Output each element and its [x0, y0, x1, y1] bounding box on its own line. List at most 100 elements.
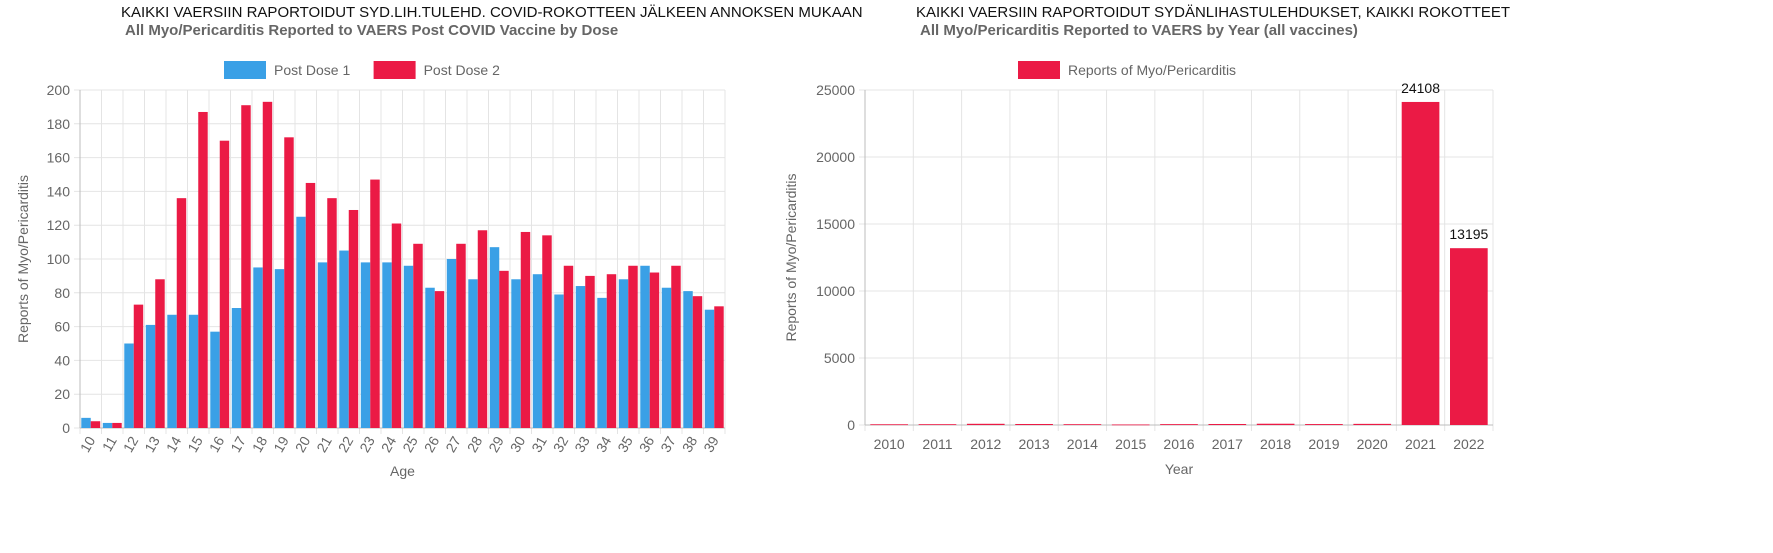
y-tick-label: 10000: [816, 283, 855, 299]
bar-post-dose-1: [618, 279, 629, 428]
legend-swatch: [373, 61, 416, 79]
bar-post-dose-2: [671, 265, 681, 428]
bar-post-dose-2: [649, 272, 660, 428]
x-tick-label: 37: [657, 433, 679, 455]
bar-post-dose-1: [210, 331, 220, 428]
x-tick-label: 22: [335, 433, 357, 455]
y-axis-title: Reports of Myo/Pericarditis: [783, 173, 799, 341]
y-tick-label: 140: [47, 183, 71, 199]
bar-post-dose-2: [176, 198, 187, 428]
bar-post-dose-2: [434, 291, 445, 428]
bar-post-dose-2: [284, 137, 294, 428]
bar-post-dose-2: [262, 101, 273, 428]
bar-post-dose-2: [499, 270, 509, 428]
bar-post-dose-1: [253, 267, 263, 428]
bar-reports-of-myo-pericarditis: [1015, 423, 1053, 425]
bar-post-dose-1: [661, 287, 672, 428]
bar-post-dose-1: [554, 294, 564, 428]
bar-post-dose-1: [597, 297, 607, 428]
x-tick-label: 2020: [1357, 436, 1388, 452]
x-tick-label: 31: [528, 433, 550, 455]
x-tick-label: 2011: [922, 436, 952, 452]
x-tick-label: 11: [99, 433, 120, 454]
x-tick-label: 29: [485, 433, 507, 455]
y-tick-label: 120: [47, 217, 71, 233]
bar-post-dose-1: [81, 417, 91, 428]
x-tick-label: 15: [184, 433, 206, 455]
x-tick-label: 2018: [1260, 436, 1291, 452]
y-tick-label: 15000: [816, 216, 855, 232]
bar-post-dose-1: [575, 286, 586, 428]
y-tick-label: 60: [54, 319, 70, 335]
x-tick-label: 25: [399, 433, 421, 455]
bar-post-dose-2: [370, 179, 380, 428]
x-tick-label: 35: [614, 433, 636, 455]
data-label: 24108: [1401, 80, 1440, 96]
x-tick-label: 14: [163, 433, 185, 455]
legend-swatch: [224, 61, 266, 79]
x-tick-label: 2022: [1453, 436, 1484, 452]
bar-post-dose-2: [477, 230, 488, 428]
x-tick-label: 2012: [970, 436, 1001, 452]
bar-reports-of-myo-pericarditis: [1401, 101, 1440, 426]
x-tick-label: 28: [464, 433, 486, 455]
x-tick-label: 12: [120, 433, 142, 455]
x-tick-label: 2019: [1308, 436, 1339, 452]
bar-reports-of-myo-pericarditis: [1063, 424, 1102, 425]
y-tick-label: 100: [47, 251, 71, 267]
bar-post-dose-1: [274, 269, 285, 428]
bar-reports-of-myo-pericarditis: [966, 423, 1005, 425]
legend-label: Post Dose 2: [424, 62, 500, 78]
y-tick-label: 0: [847, 417, 855, 433]
y-tick-label: 5000: [824, 350, 855, 366]
y-tick-label: 25000: [816, 82, 855, 98]
bar-reports-of-myo-pericarditis: [1160, 424, 1198, 425]
x-tick-label: 33: [571, 433, 593, 455]
bar-post-dose-2: [520, 231, 531, 428]
legend-label: Reports of Myo/Pericarditis: [1068, 62, 1236, 78]
bar-post-dose-2: [90, 421, 101, 428]
x-tick-label: 2013: [1018, 436, 1049, 452]
bar-reports-of-myo-pericarditis: [918, 424, 957, 425]
bar-reports-of-myo-pericarditis: [870, 424, 908, 426]
x-axis-title: Year: [1165, 461, 1194, 477]
y-tick-label: 80: [54, 285, 70, 301]
x-tick-label: 34: [593, 433, 615, 455]
x-tick-label: 19: [270, 433, 292, 455]
bar-post-dose-1: [468, 279, 478, 428]
x-tick-label: 2015: [1115, 436, 1146, 452]
x-tick-label: 10: [77, 433, 99, 455]
bar-post-dose-2: [219, 140, 230, 428]
bar-post-dose-2: [456, 243, 466, 428]
bar-post-dose-2: [155, 279, 165, 428]
bar-post-dose-1: [124, 343, 134, 428]
x-tick-label: 36: [636, 433, 658, 455]
bar-reports-of-myo-pericarditis: [1256, 423, 1295, 425]
bar-post-dose-1: [532, 274, 543, 428]
y-tick-label: 200: [47, 82, 71, 98]
bar-reports-of-myo-pericarditis: [1208, 423, 1247, 425]
y-tick-label: 40: [54, 352, 70, 368]
y-tick-label: 180: [47, 116, 71, 132]
x-tick-label: 17: [227, 433, 249, 455]
bar-post-dose-1: [339, 250, 349, 428]
bar-reports-of-myo-pericarditis: [1353, 423, 1392, 425]
year-chart-title: All Myo/Pericarditis Reported to VAERS b…: [920, 22, 1358, 39]
bar-post-dose-1: [403, 265, 414, 428]
bar-post-dose-2: [305, 182, 316, 428]
bar-reports-of-myo-pericarditis: [1111, 424, 1150, 426]
x-tick-label: 21: [313, 433, 335, 455]
bar-post-dose-2: [133, 304, 144, 428]
legend-label: Post Dose 1: [274, 62, 350, 78]
dose-chart-title-fi: KAIKKI VAERSIIN RAPORTOIDUT SYD.LIH.TULE…: [121, 4, 863, 21]
bar-post-dose-2: [112, 422, 122, 428]
x-tick-label: 20: [292, 433, 314, 455]
bar-post-dose-1: [360, 262, 371, 428]
bar-post-dose-1: [167, 314, 177, 428]
bar-post-dose-1: [489, 247, 500, 428]
bar-post-dose-1: [296, 216, 306, 428]
bar-post-dose-1: [704, 309, 715, 428]
bar-post-dose-2: [198, 111, 208, 428]
x-tick-label: 2021: [1405, 436, 1436, 452]
